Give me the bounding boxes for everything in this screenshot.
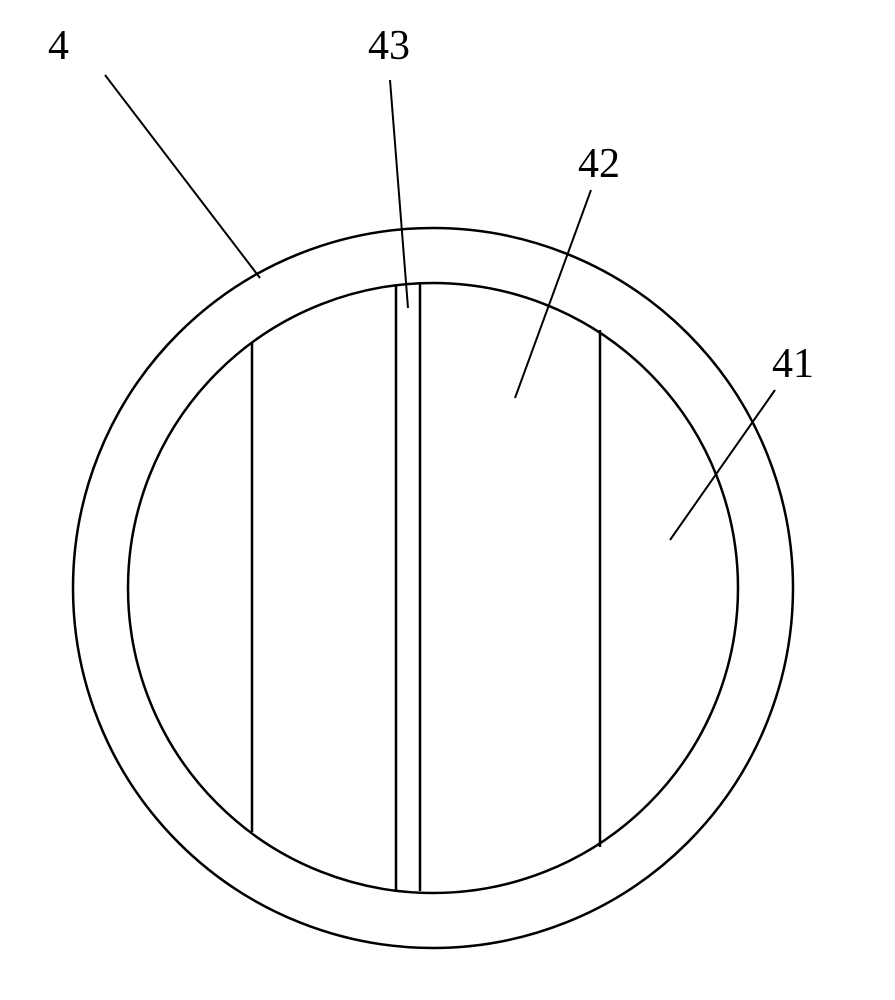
leader-41 bbox=[670, 390, 775, 540]
circle-group bbox=[73, 228, 793, 948]
inner-circle bbox=[128, 283, 738, 893]
label-42: 42 bbox=[578, 140, 620, 188]
label-4: 4 bbox=[48, 22, 69, 70]
leader-4 bbox=[105, 75, 260, 278]
label-41: 41 bbox=[772, 340, 814, 388]
label-43: 43 bbox=[368, 22, 410, 70]
diagram-svg bbox=[0, 0, 895, 1000]
leader-42 bbox=[515, 190, 591, 398]
vertical-lines-group bbox=[252, 284, 600, 891]
outer-circle bbox=[73, 228, 793, 948]
leader-43 bbox=[390, 80, 408, 308]
